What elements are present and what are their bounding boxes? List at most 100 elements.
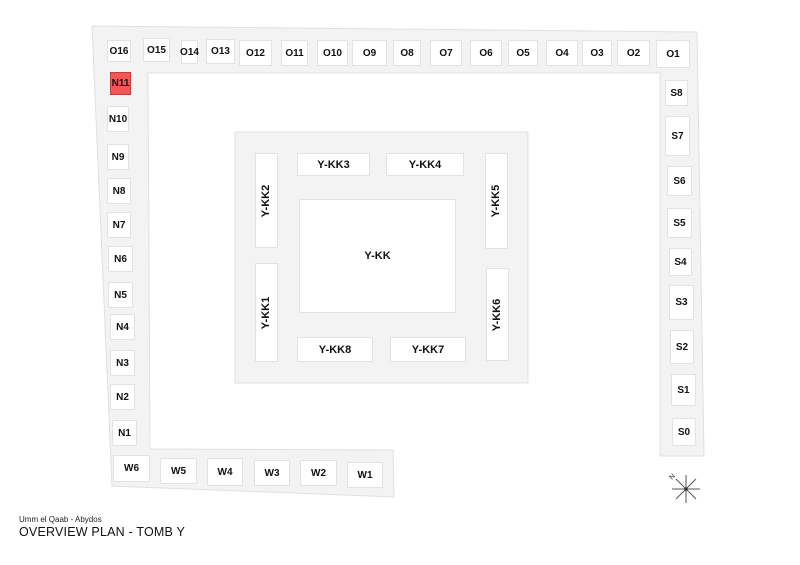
tomb-w6: W6 xyxy=(113,455,150,482)
tomb-label: O8 xyxy=(400,47,414,59)
tomb-label: Y-KK xyxy=(364,250,391,262)
tomb-label: O9 xyxy=(362,47,377,59)
tomb-label: W2 xyxy=(311,467,326,479)
tomb-ykk7: Y-KK7 xyxy=(390,337,466,362)
north-arrow-icon xyxy=(672,475,700,503)
tomb-o14: O14 xyxy=(180,40,199,64)
tomb-label: W4 xyxy=(217,466,233,478)
tomb-o5: O5 xyxy=(508,40,538,66)
tomb-o16: O16 xyxy=(107,40,131,62)
tomb-ykk8: Y-KK8 xyxy=(297,337,373,362)
tomb-n5: N5 xyxy=(108,282,133,308)
tomb-n6: N6 xyxy=(108,246,133,272)
tomb-w3: W3 xyxy=(254,460,290,486)
tomb-label: O11 xyxy=(285,47,304,59)
tomb-label: Y-KK6 xyxy=(491,298,504,331)
tomb-n7: N7 xyxy=(107,212,131,238)
tomb-n3: N3 xyxy=(110,350,135,376)
tomb-label: O16 xyxy=(109,45,129,57)
tomb-ykk4: Y-KK4 xyxy=(386,153,464,176)
plan-title: OVERVIEW PLAN - TOMB Y xyxy=(19,525,186,539)
tomb-n4: N4 xyxy=(110,314,135,340)
tomb-o4: O4 xyxy=(546,40,578,66)
tomb-ykk5: Y-KK5 xyxy=(485,153,508,249)
tomb-label: Y-KK1 xyxy=(260,296,273,329)
tomb-n11: N11 xyxy=(110,72,131,95)
tomb-label: S1 xyxy=(677,384,690,396)
site-subtitle: Umm el Qaab - Abydos xyxy=(19,515,102,524)
tomb-w2: W2 xyxy=(300,460,337,486)
tomb-label: O2 xyxy=(626,47,641,59)
tomb-w1: W1 xyxy=(347,462,383,488)
tomb-w4: W4 xyxy=(207,458,243,486)
tomb-label: N3 xyxy=(116,357,129,369)
tomb-label: O5 xyxy=(516,47,530,59)
north-label: N xyxy=(668,473,677,482)
tomb-label: N6 xyxy=(114,253,127,265)
tomb-label: O13 xyxy=(211,46,230,57)
tomb-label: Y-KK8 xyxy=(318,343,352,356)
tomb-s6: S6 xyxy=(667,166,692,196)
tomb-o13: O13 xyxy=(206,39,235,64)
tomb-n8: N8 xyxy=(107,178,131,204)
tomb-o11: O11 xyxy=(281,40,308,66)
tomb-ykk6: Y-KK6 xyxy=(486,268,509,361)
tomb-label: S2 xyxy=(675,341,689,353)
tomb-label: N2 xyxy=(116,391,129,403)
tomb-label: S4 xyxy=(674,256,687,268)
tomb-label: O14 xyxy=(180,46,199,58)
tomb-label: S0 xyxy=(677,426,691,438)
tomb-label: N10 xyxy=(108,113,128,125)
tomb-label: Y-KK7 xyxy=(411,343,445,356)
tomb-label: W5 xyxy=(171,465,186,477)
tomb-ykk: Y-KK xyxy=(299,199,456,313)
tomb-label: N4 xyxy=(116,321,129,333)
tomb-label: O4 xyxy=(555,47,569,59)
tomb-o2: O2 xyxy=(617,40,650,66)
tomb-label: N7 xyxy=(112,219,126,231)
tomb-label: W3 xyxy=(264,467,280,479)
tomb-ykk3: Y-KK3 xyxy=(297,153,370,176)
tomb-s5: S5 xyxy=(667,208,692,238)
tomb-s3: S3 xyxy=(669,285,694,320)
tomb-ykk2: Y-KK2 xyxy=(255,153,278,248)
tomb-label: W1 xyxy=(357,469,373,481)
tomb-s0: S0 xyxy=(672,418,696,446)
tomb-label: O10 xyxy=(323,47,342,59)
tomb-label: S8 xyxy=(670,87,683,99)
tomb-label: S5 xyxy=(673,217,686,229)
tomb-n2: N2 xyxy=(110,384,135,410)
tomb-label: N1 xyxy=(118,427,131,439)
tomb-s2: S2 xyxy=(670,330,694,364)
tomb-label: O15 xyxy=(147,44,166,56)
tomb-label: N9 xyxy=(111,151,125,163)
tomb-n1: N1 xyxy=(112,420,137,446)
tomb-label: S3 xyxy=(675,297,688,308)
tomb-n10: N10 xyxy=(107,106,129,132)
tomb-o12: O12 xyxy=(239,40,272,66)
tomb-label: O3 xyxy=(590,47,604,59)
tomb-o9: O9 xyxy=(352,40,387,66)
tomb-n9: N9 xyxy=(107,144,129,170)
tomb-w5: W5 xyxy=(160,458,197,484)
tomb-label: S7 xyxy=(671,130,684,142)
tomb-label: Y-KK3 xyxy=(317,158,350,171)
tomb-label: O6 xyxy=(479,47,493,59)
tomb-ykk1: Y-KK1 xyxy=(255,263,278,362)
tomb-label: N11 xyxy=(111,78,130,89)
tomb-o6: O6 xyxy=(470,40,502,66)
tomb-label: N8 xyxy=(112,185,126,197)
tomb-o10: O10 xyxy=(317,40,348,66)
tomb-o7: O7 xyxy=(430,40,462,66)
tomb-o8: O8 xyxy=(393,40,421,66)
tomb-label: O1 xyxy=(666,48,680,60)
tomb-o1: O1 xyxy=(656,40,690,68)
tomb-s1: S1 xyxy=(671,374,696,406)
tomb-label: Y-KK2 xyxy=(260,184,273,217)
tomb-label: Y-KK4 xyxy=(408,158,442,171)
tomb-label: W6 xyxy=(124,463,139,474)
tomb-label: Y-KK5 xyxy=(490,184,503,218)
tomb-s4: S4 xyxy=(669,248,692,276)
